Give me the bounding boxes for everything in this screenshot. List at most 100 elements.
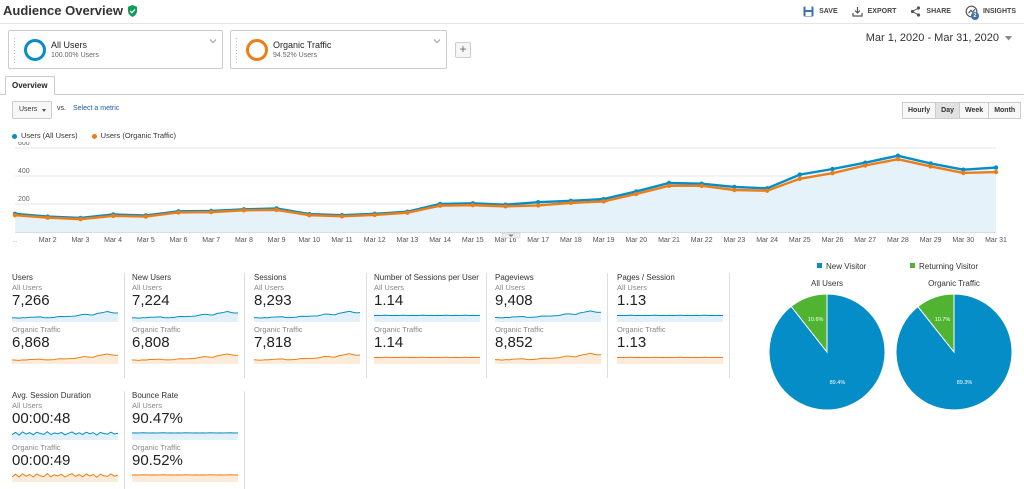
segment-name: All Users [51,40,88,50]
insights-badge: 2 [970,12,979,20]
data-point[interactable] [928,161,933,166]
data-point[interactable] [732,187,737,193]
insights-label: INSIGHTS [982,8,1016,15]
date-range-picker[interactable]: Mar 1, 2020 - Mar 31, 2020 [866,32,1012,44]
data-point[interactable] [209,209,214,215]
x-tick-label: Mar 21 [658,237,680,244]
data-point[interactable] [110,213,116,219]
segment-organic-traffic[interactable]: Organic Traffic 94.52% Users [230,30,447,69]
x-tick-label: Mar 26 [822,237,844,244]
granularity-week-button[interactable]: Week [959,102,990,119]
metric-select[interactable]: Users [12,101,52,119]
tile-value: 7,266 [12,292,50,309]
data-point[interactable] [536,199,541,205]
data-point[interactable] [961,170,966,176]
data-point[interactable] [961,167,966,172]
data-point[interactable] [274,207,279,213]
data-point[interactable] [699,183,704,188]
data-point[interactable] [372,212,377,218]
chevron-down-icon[interactable] [209,37,217,45]
tile-divider [244,273,245,378]
sparkline-line [254,310,360,319]
data-point[interactable] [764,188,770,193]
data-point[interactable] [536,203,541,208]
x-tick-label: Mar 18 [560,237,582,244]
tile-divider [124,273,125,378]
add-segment-button[interactable]: + [455,42,471,58]
x-tick-label: Mar 22 [691,237,713,244]
data-point[interactable] [666,183,672,188]
x-tick-label: ... [12,238,17,244]
metric-tile[interactable]: Pages / Session All Users 1.13 Organic Traf… [617,273,734,364]
metric-tile[interactable]: Pageviews All Users 9,408 Organic Traffic 8,… [495,273,612,364]
share-button[interactable]: SHARE [910,5,951,18]
data-point[interactable] [634,191,639,197]
pie-slice-label: 10.7% [935,317,951,323]
data-point[interactable] [241,208,247,213]
data-point[interactable] [993,169,999,175]
metric-tile[interactable]: New Users All Users 7,224 Organic Traffic 6,… [132,273,249,364]
tile-divider [366,273,367,378]
data-point[interactable] [732,184,737,190]
tile-metric-name: Bounce Rate [132,391,179,400]
sparkline-area [132,432,238,440]
data-point[interactable] [568,200,574,206]
data-point[interactable] [470,202,475,208]
metric-tile[interactable]: Avg. Session Duration All Users 00:00:48 Or… [12,391,129,482]
data-point[interactable] [307,213,312,218]
data-point[interactable] [797,176,802,181]
data-point[interactable] [830,166,835,172]
data-point[interactable] [437,203,443,208]
granularity-day-button[interactable]: Day [935,102,961,119]
data-point[interactable] [405,210,410,215]
legend-item-organic[interactable]: Users (Organic Traffic) [91,131,176,140]
tile-segment-label: All Users [254,283,285,292]
sparkline-area [617,357,723,364]
metric-tile[interactable]: Bounce Rate All Users 90.47% Organic Traffi… [132,391,249,482]
legend-item-all-users[interactable]: Users (All Users) [12,131,78,140]
save-button[interactable]: SAVE [803,5,838,18]
data-point[interactable] [863,163,868,168]
data-point[interactable] [928,164,933,169]
pie-slice-returning-visitor[interactable] [790,293,828,354]
pie-legend-label[interactable]: Returning Visitor [919,262,978,271]
data-point[interactable] [176,210,181,215]
data-point[interactable] [601,199,606,204]
pie-slice-returning-visitor[interactable] [917,293,955,354]
data-point[interactable] [143,214,148,219]
drag-handle-icon[interactable] [235,37,238,63]
data-point[interactable] [895,157,901,162]
data-point[interactable] [78,216,83,222]
export-button[interactable]: EXPORT [852,5,896,18]
data-point[interactable] [797,172,802,177]
x-tick-label: Mar 28 [887,237,909,244]
legend-dot [91,133,97,139]
metric-tile[interactable]: Number of Sessions per User All Users 1.14… [374,273,491,364]
tile-value: 6,808 [132,334,170,351]
metric-tile[interactable]: Users All Users 7,266 Organic Traffic 6,868 [12,273,129,364]
x-tick-label: Mar 24 [756,237,778,244]
data-point[interactable] [993,165,999,170]
metric-tile[interactable]: Sessions All Users 8,293 Organic Traffic 7,8… [254,273,371,364]
legend-dot [12,133,17,139]
insights-button[interactable]: 2 INSIGHTS [965,5,1016,20]
granularity-hourly-button[interactable]: Hourly [902,102,937,119]
save-label: SAVE [819,8,838,15]
sparkline [495,310,601,322]
pie-legend-label[interactable]: New Visitor [826,262,867,271]
tile-value: 8,293 [254,292,292,309]
segment-all-users[interactable]: All Users 100.00% Users [8,30,223,69]
chevron-down-icon[interactable] [433,37,441,45]
data-point[interactable] [503,204,508,209]
data-point[interactable] [12,213,18,218]
segment-ring-icon [246,39,268,61]
data-point[interactable] [45,215,50,220]
data-point[interactable] [830,171,835,176]
tab-overview[interactable]: Overview [5,76,55,95]
select-metric-link[interactable]: Select a metric [73,105,120,112]
drag-handle-icon[interactable] [13,37,16,63]
data-point[interactable] [895,153,901,158]
sparkline-area [617,315,723,322]
data-point[interactable] [339,214,345,219]
granularity-month-button[interactable]: Month [988,102,1022,119]
